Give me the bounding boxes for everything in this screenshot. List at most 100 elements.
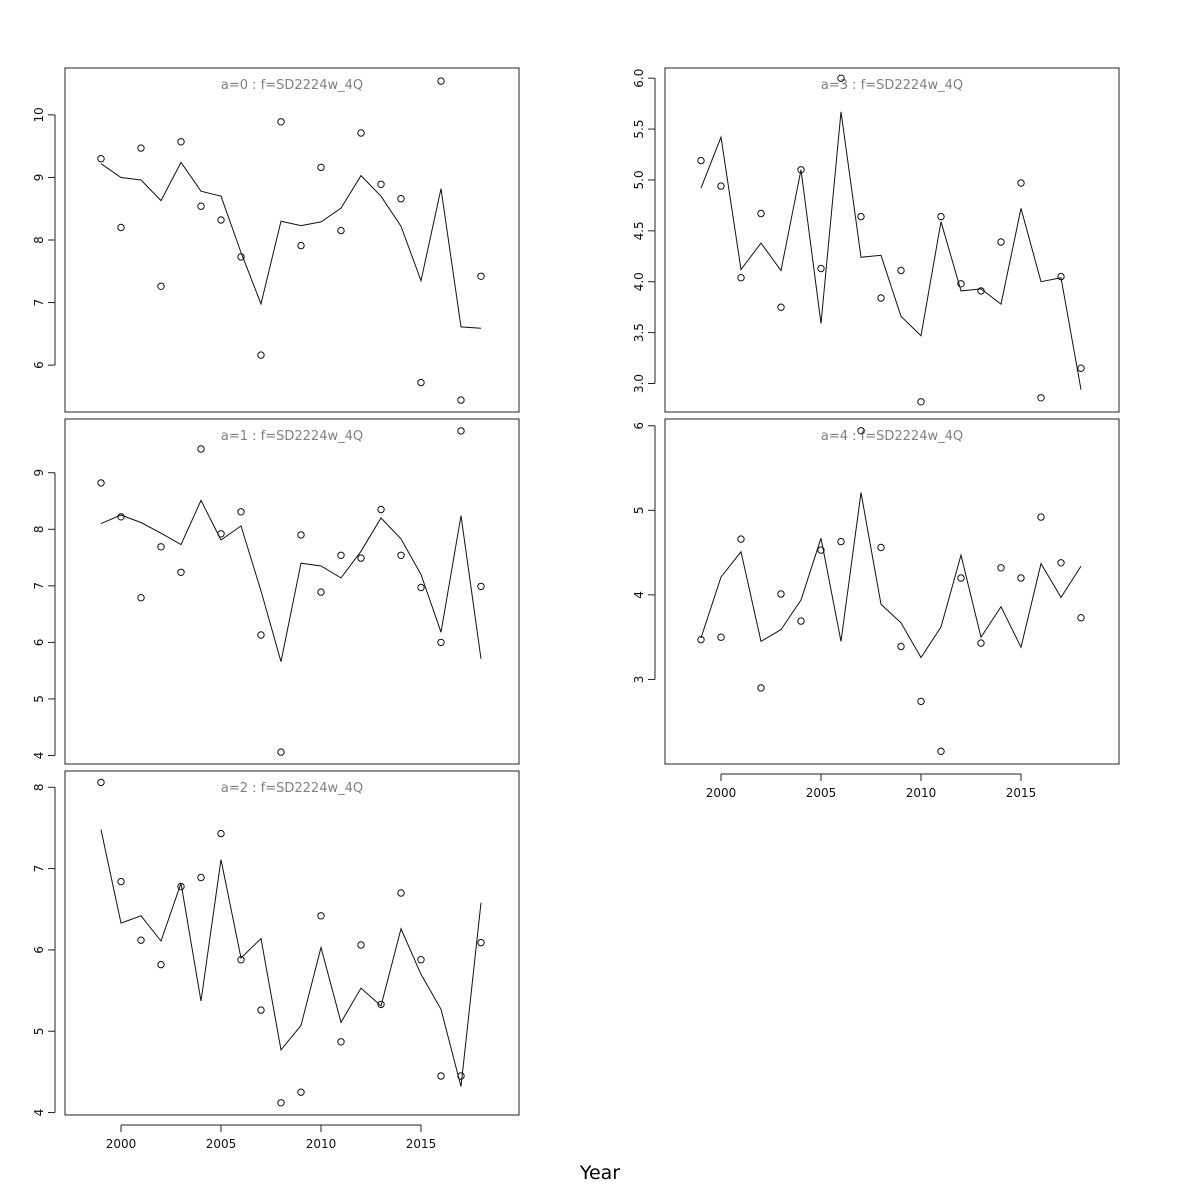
y-tick-label: 4.0 [632,272,646,291]
observed-point [377,505,385,514]
observed-point [197,202,205,210]
observed-point [177,882,185,891]
observed-point [437,1072,445,1080]
panel-title: a=4 : f=SD2224w_4Q [821,429,963,444]
y-tick-label: 7 [32,582,46,590]
observed-point [477,272,485,280]
y-tick-label: 4 [32,1109,46,1117]
observed-point [357,129,365,137]
x-axis-label: Year [579,1162,620,1184]
fitted-line [100,829,482,1087]
observed-point [777,303,785,311]
panel-title: a=2 : f=SD2224w_4Q [221,781,363,796]
observed-point [257,631,265,639]
observed-point [797,166,805,174]
panel-4: 3 4 5 6 2000 2005 2010 2015 a=4 : f=SD2224w_4Q [632,418,1120,800]
observed-point [457,1072,465,1080]
y-tick-label: 4 [632,591,646,599]
panels: 6 7 8 9 10 a=0 : f=SD2224w_4Q 4 5 6 7 8 9 a=1 : f=SD… [32,67,1120,1151]
observed-point [737,274,745,282]
observed-point [957,280,965,288]
observed-point [197,873,205,882]
y-tick-label: 8 [32,783,46,791]
observed-point [917,398,925,406]
observed-point [817,264,825,273]
observed-point [897,642,905,651]
fitted-line [700,111,1082,390]
observed-point [997,564,1005,572]
x-tick-label: 2005 [206,1137,237,1151]
panel-title: a=1 : f=SD2224w_4Q [221,429,363,444]
observed-point [317,588,325,596]
observed-point [897,266,905,275]
observed-point [217,530,225,538]
y-tick-label: 4.5 [632,221,646,240]
observed-point [757,209,765,218]
observed-point [877,294,885,302]
observed-point [397,551,405,559]
observed-point [317,912,325,920]
observed-point [277,1099,285,1107]
observed-point [297,1088,305,1096]
observed-point [697,636,705,644]
observed-point [457,427,465,435]
observed-point [1037,513,1045,521]
y-tick-label: 8 [32,236,46,244]
observed-point [697,156,705,165]
y-tick-label: 6 [32,946,46,954]
panel-title: a=3 : f=SD2224w_4Q [821,78,963,93]
observed-point [237,508,245,516]
observed-point [777,590,785,598]
observed-point [837,537,845,546]
observed-point [197,445,205,453]
plot-frame [664,418,1120,765]
observed-point [837,74,845,82]
observed-point [137,594,145,602]
y-tick-label: 6 [32,361,46,369]
y-tick-label: 5.5 [632,120,646,139]
observed-point [1077,614,1085,622]
observed-point [137,144,145,152]
plot-frame [64,67,520,413]
observed-point [397,195,405,203]
observed-point [337,1038,345,1046]
observed-point [357,554,365,562]
y-tick-label: 5.0 [632,170,646,189]
x-tick-label: 2015 [406,1137,437,1151]
panel-title: a=0 : f=SD2224w_4Q [221,78,363,93]
observed-point [277,748,285,756]
observed-point [937,747,945,755]
x-tick-label: 2000 [106,1137,137,1151]
observed-point [477,938,485,947]
plot-frame [64,418,520,765]
y-tick-label: 3 [632,676,646,684]
observed-point [97,155,105,163]
observed-point [337,226,345,235]
observed-point [1017,179,1025,187]
observed-point [177,138,185,146]
observed-point [1057,272,1065,281]
observed-point [737,535,745,543]
panel-0: 6 7 8 9 10 a=0 : f=SD2224w_4Q [32,67,520,413]
observed-point [377,1000,385,1009]
observed-point [217,216,225,224]
y-tick-label: 10 [32,107,46,122]
panel-2: 4 5 6 7 8 2000 2005 2010 2015 a=2 : f=SD2224w_4Q [32,770,520,1151]
observed-point [817,546,825,554]
fitted-line [100,161,482,329]
y-tick-label: 6 [32,639,46,647]
observed-point [237,253,245,261]
x-tick-label: 2010 [906,786,937,800]
y-tick-label: 6 [632,422,646,430]
observed-point [377,180,385,189]
observed-point [457,396,465,404]
observed-point [97,778,105,787]
observed-point [857,427,865,435]
y-tick-label: 7 [32,865,46,873]
observed-point [917,697,925,706]
observed-point [417,956,425,964]
fitted-line [700,492,1082,659]
x-tick-label: 2000 [706,786,737,800]
observed-point [97,479,105,487]
